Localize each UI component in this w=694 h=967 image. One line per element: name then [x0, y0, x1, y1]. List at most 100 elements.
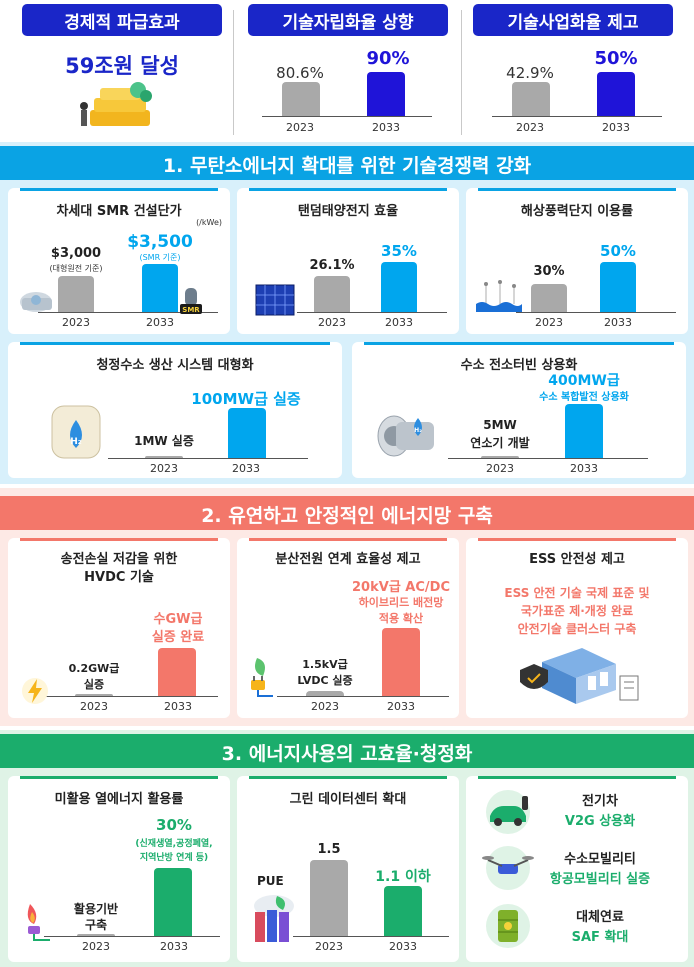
datacenter-bar-2023	[310, 860, 348, 936]
ti-bar-2033	[367, 72, 405, 116]
hvdc-bar-2033	[158, 648, 196, 696]
distributed-year-2033: 2033	[387, 700, 415, 713]
h2-production-bar-2033	[228, 408, 266, 458]
h2-turbine-year-2023: 2023	[486, 462, 514, 475]
smr-bar-2033	[142, 264, 178, 312]
ti-bar-2023	[282, 82, 320, 116]
h2-turbine-value-2023-a: 5MW	[483, 418, 517, 432]
hvdc-card: 송전손실 저감을 위한 HVDC 기술 0.2GW급 실증 수GW급 실증 완료…	[8, 538, 230, 718]
tandem-year-2023: 2023	[318, 316, 346, 329]
heat-year-2033: 2033	[160, 940, 188, 953]
solar-panel-icon	[255, 284, 295, 316]
wind-bar-2023	[531, 284, 567, 312]
section-2-title: 2. 유연하고 안정적인 에너지망 구축	[201, 505, 493, 527]
hvdc-value-2033-a: 수GW급	[153, 612, 203, 627]
distributed-value-2033-a: 20kV급 AC/DC	[352, 580, 450, 595]
smr-card: 차세대 SMR 건설단가 (/kWe) $3,000 (대형원전 기준) $3,…	[8, 188, 230, 334]
heat-title: 미활용 열에너지 활용률	[54, 792, 184, 807]
heat-value-2023-b: 구축	[84, 918, 108, 932]
h2-turbine-badge: H₂	[414, 427, 422, 434]
smr-value-2033: $3,500	[127, 232, 193, 252]
h2-production-card: 청정수소 생산 시스템 대형화 1MW 실증 100MW급 실증 2023 20…	[8, 342, 342, 478]
mobility-card: 전기차 V2G 상용화 수소모빌리티 항공모빌리티 실증 대체연료 SAF 확대	[466, 776, 688, 962]
h2-production-badge: H₂	[70, 437, 82, 447]
distributed-value-2023-a: 1.5kV급	[302, 658, 348, 671]
hvdc-value-2033-b: 실증 완료	[151, 630, 205, 645]
ti-value-2023: 80.6%	[276, 64, 324, 82]
hvdc-bar-2023	[75, 694, 113, 696]
wind-title: 해상풍력단지 이용률	[520, 204, 634, 219]
section-3-title: 3. 에너지사용의 고효율·청정화	[221, 743, 473, 765]
distributed-card: 분산전원 연계 효율성 제고 1.5kV급 LVDC 실증 20kV급 AC/D…	[237, 538, 459, 718]
datacenter-value-2033: 1.1 이하	[375, 869, 431, 885]
datacenter-value-2023: 1.5	[317, 842, 341, 857]
ev-value: V2G 상용화	[564, 814, 636, 829]
smr-note-2033: (SMR 기준)	[139, 253, 181, 262]
ess-line-2: 국가표준 제·개정 완료	[520, 604, 634, 618]
heat-value-2033: 30%	[156, 816, 192, 834]
hydrogen-drone-icon	[482, 844, 534, 892]
ev-title: 전기차	[582, 794, 618, 809]
tc-bar-2033	[597, 72, 635, 116]
distributed-value-2033-b: 하이브리드 배전망	[358, 596, 444, 609]
server-cloud-icon	[251, 892, 297, 946]
gold-coins-icon	[72, 80, 162, 130]
datacenter-year-2023: 2023	[315, 940, 343, 953]
smr-year-2023: 2023	[62, 316, 90, 329]
h2-production-bar-2023	[145, 456, 183, 458]
tech-commercial-title: 기술사업화율 제고	[473, 4, 673, 36]
h2-turbine-title: 수소 전소터빈 상용화	[460, 358, 578, 373]
distributed-bar-2033	[382, 628, 420, 696]
datacenter-year-2033: 2033	[389, 940, 417, 953]
tandem-year-2033: 2033	[385, 316, 413, 329]
tandem-value-2023: 26.1%	[309, 258, 355, 273]
smr-year-2033: 2033	[146, 316, 174, 329]
wind-card: 해상풍력단지 이용률 30% 50% 2023 2033	[466, 188, 688, 334]
gas-turbine-icon: H₂	[374, 410, 438, 460]
datacenter-title: 그린 데이터센터 확대	[289, 792, 407, 807]
wind-year-2033: 2033	[604, 316, 632, 329]
tc-year-2033: 2033	[602, 121, 630, 134]
tandem-value-2033: 35%	[381, 242, 417, 260]
ess-title: ESS 안전성 제고	[529, 552, 625, 567]
heat-year-2023: 2023	[82, 940, 110, 953]
wind-value-2023: 30%	[533, 264, 565, 279]
tandem-bar-2023	[314, 276, 350, 312]
smr-unit: (/kWe)	[196, 218, 222, 227]
smr-title: 차세대 SMR 건설단가	[56, 204, 182, 219]
smr-badge: SMR	[182, 306, 200, 314]
ti-year-2033: 2033	[372, 121, 400, 134]
datacenter-pue-label: PUE	[257, 874, 284, 888]
heat-value-2023-a: 활용기반	[73, 902, 119, 916]
smr-note-2023: (대형원전 기준)	[49, 264, 103, 273]
hvdc-title-a: 송전손실 저감을 위한	[60, 552, 178, 567]
hvdc-value-2023-a: 0.2GW급	[68, 662, 120, 675]
distributed-value-2033-c: 적용 확산	[378, 612, 424, 625]
ess-line-1: ESS 안전 기술 국제 표준 및	[504, 586, 650, 600]
tc-bar-2023	[512, 82, 550, 116]
tc-value-2033: 50%	[594, 48, 638, 69]
distributed-year-2023: 2023	[311, 700, 339, 713]
ess-card: ESS 안전성 제고 ESS 안전 기술 국제 표준 및 국가표준 제·개정 완…	[466, 538, 688, 718]
hvdc-year-2033: 2033	[164, 700, 192, 713]
distributed-value-2023-b: LVDC 실증	[297, 674, 353, 687]
smr-bar-2023	[58, 276, 94, 312]
hvdc-value-2023-b: 실증	[83, 678, 105, 691]
distributed-title: 분산전원 연계 효율성 제고	[275, 552, 421, 567]
tandem-bar-2033	[381, 262, 417, 312]
tc-year-2023: 2023	[516, 121, 544, 134]
lightning-icon	[20, 676, 50, 706]
h2-production-value-2023: 1MW 실증	[134, 434, 194, 448]
tandem-card: 탠덤태양전지 효율 26.1% 35% 2023 2033	[237, 188, 459, 334]
tandem-title: 탠덤태양전지 효율	[297, 204, 399, 219]
h2-turbine-bar-2023	[481, 456, 519, 458]
tc-value-2023: 42.9%	[506, 64, 554, 82]
heat-bar-2033	[154, 868, 192, 936]
h2-turbine-year-2033: 2033	[570, 462, 598, 475]
smr-reactor-icon: SMR	[178, 286, 204, 316]
h2-production-title: 청정수소 생산 시스템 대형화	[96, 358, 254, 373]
hvdc-title-b: HVDC 기술	[84, 570, 154, 585]
hydrogen-tank-icon: H₂	[48, 400, 104, 462]
h2-production-value-2033: 100MW급 실증	[191, 390, 301, 408]
electric-car-icon	[482, 788, 534, 836]
